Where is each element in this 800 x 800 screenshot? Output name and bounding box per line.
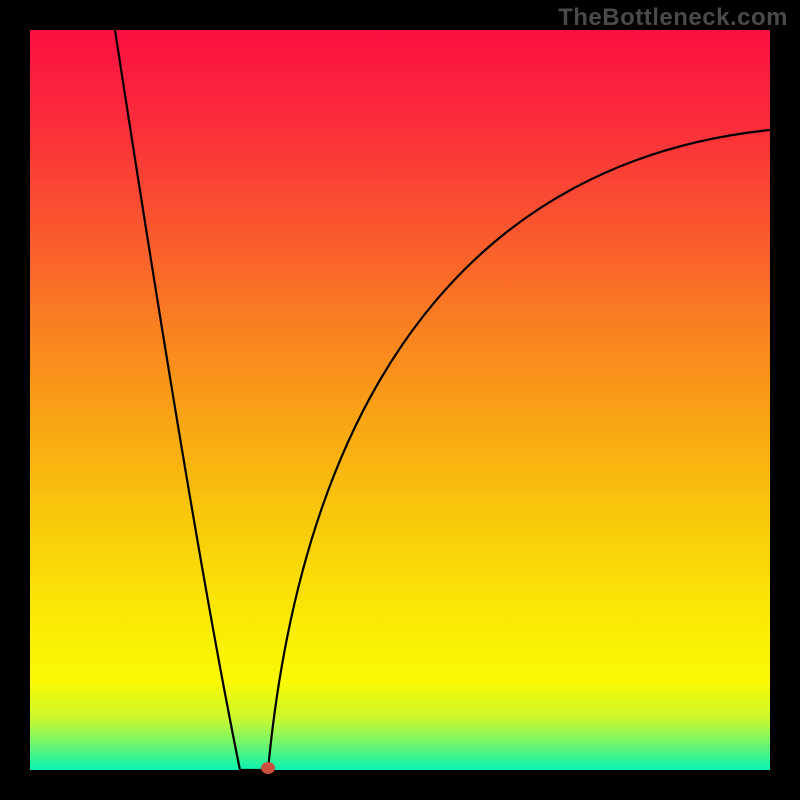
bottleneck-chart: [0, 0, 800, 800]
optimal-point-marker: [261, 762, 275, 774]
watermark-text: TheBottleneck.com: [558, 4, 788, 32]
plot-area: [30, 30, 770, 770]
chart-stage: TheBottleneck.com: [0, 0, 800, 800]
